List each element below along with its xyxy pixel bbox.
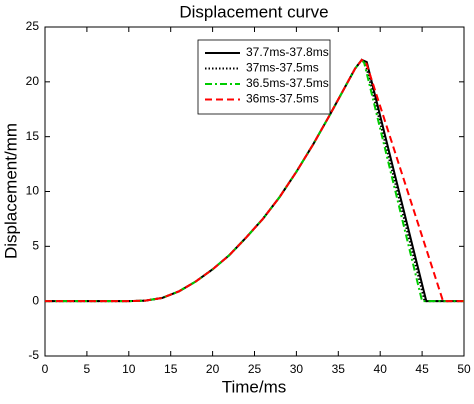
- x-tick-label: 10: [122, 362, 136, 376]
- x-tick-label: 35: [332, 362, 346, 376]
- legend-label: 36.5ms-37.5ms: [246, 76, 329, 90]
- y-tick-label: 25: [26, 19, 40, 33]
- x-tick-label: 5: [84, 362, 91, 376]
- y-tick-label: -5: [28, 348, 39, 362]
- x-tick-label: 45: [415, 362, 429, 376]
- x-tick-label: 0: [42, 362, 49, 376]
- x-tick-label: 15: [164, 362, 178, 376]
- x-tick-label: 40: [374, 362, 388, 376]
- legend-label: 37.7ms-37.8ms: [246, 45, 329, 59]
- y-tick-label: 15: [26, 129, 40, 143]
- y-tick-label: 0: [32, 293, 39, 307]
- chart-title: Displacement curve: [179, 2, 328, 21]
- y-tick-label: 10: [26, 184, 40, 198]
- series-line: [45, 58, 464, 303]
- x-axis-label: Time/ms: [222, 377, 287, 396]
- x-tick-label: 20: [206, 362, 220, 376]
- plot-frame: [44, 26, 465, 357]
- x-tick-label: 30: [290, 362, 304, 376]
- x-tick-label: 25: [248, 362, 262, 376]
- y-tick-label: 20: [26, 74, 40, 88]
- x-tick-label: 50: [457, 362, 471, 376]
- y-axis-label: Displacement/mm: [1, 123, 20, 259]
- series-line: [45, 58, 464, 303]
- y-tick-label: 5: [32, 239, 39, 253]
- legend-label: 36ms-37.5ms: [246, 92, 319, 106]
- legend-label: 37ms-37.5ms: [246, 61, 319, 75]
